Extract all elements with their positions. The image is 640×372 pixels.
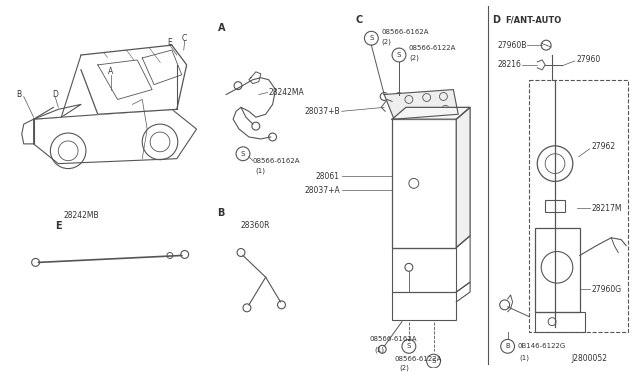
Bar — [545, 200, 565, 212]
Text: 28242MA: 28242MA — [269, 88, 305, 97]
Text: C: C — [356, 16, 363, 25]
Bar — [535, 312, 585, 331]
Text: 28216: 28216 — [498, 60, 522, 70]
Text: B: B — [218, 208, 225, 218]
Text: E: E — [168, 38, 172, 46]
Text: 28360R: 28360R — [241, 221, 271, 230]
Polygon shape — [392, 108, 470, 119]
Text: S: S — [406, 343, 411, 349]
Text: B: B — [16, 90, 21, 99]
Bar — [392, 248, 456, 292]
Text: 28061: 28061 — [316, 172, 340, 181]
Text: 08566-6122A: 08566-6122A — [394, 356, 442, 362]
Text: 0B146-6122G: 0B146-6122G — [518, 343, 566, 349]
Text: S: S — [369, 35, 374, 41]
Bar — [392, 119, 456, 248]
Text: S: S — [397, 52, 401, 58]
Text: F/ANT-AUTO: F/ANT-AUTO — [506, 16, 562, 25]
Text: B: B — [505, 343, 510, 349]
Text: 27960: 27960 — [577, 55, 601, 64]
Text: (2): (2) — [381, 39, 391, 45]
Text: 08566-6162A: 08566-6162A — [253, 158, 300, 164]
Text: C: C — [182, 34, 188, 43]
Text: 28242MB: 28242MB — [63, 211, 99, 221]
Text: J2800052: J2800052 — [572, 354, 608, 363]
Text: S: S — [431, 358, 436, 364]
Text: A: A — [108, 67, 113, 76]
Polygon shape — [456, 108, 470, 248]
Text: (2): (2) — [399, 365, 409, 371]
Bar — [529, 80, 628, 331]
Text: 28217M: 28217M — [591, 203, 622, 212]
Text: A: A — [218, 23, 225, 33]
Text: (2): (2) — [409, 55, 419, 61]
Text: 28037+A: 28037+A — [304, 186, 340, 195]
Text: 27960G: 27960G — [591, 285, 621, 294]
Bar — [392, 292, 456, 320]
Text: 27962: 27962 — [591, 142, 616, 151]
Text: 08566-6162A: 08566-6162A — [369, 336, 417, 342]
Text: (1): (1) — [374, 346, 384, 353]
Polygon shape — [81, 45, 187, 114]
Polygon shape — [34, 105, 81, 119]
Text: 28037+B: 28037+B — [304, 107, 340, 116]
Text: E: E — [55, 221, 61, 231]
Bar — [535, 228, 580, 312]
Text: 08566-6162A: 08566-6162A — [381, 29, 429, 35]
Text: (1): (1) — [520, 355, 529, 362]
Polygon shape — [384, 90, 458, 119]
Text: S: S — [241, 151, 245, 157]
Text: 27960B: 27960B — [498, 41, 527, 49]
Text: D: D — [492, 16, 500, 25]
Text: 08566-6122A: 08566-6122A — [409, 45, 456, 51]
Text: D: D — [52, 90, 58, 99]
Text: (1): (1) — [256, 167, 266, 174]
